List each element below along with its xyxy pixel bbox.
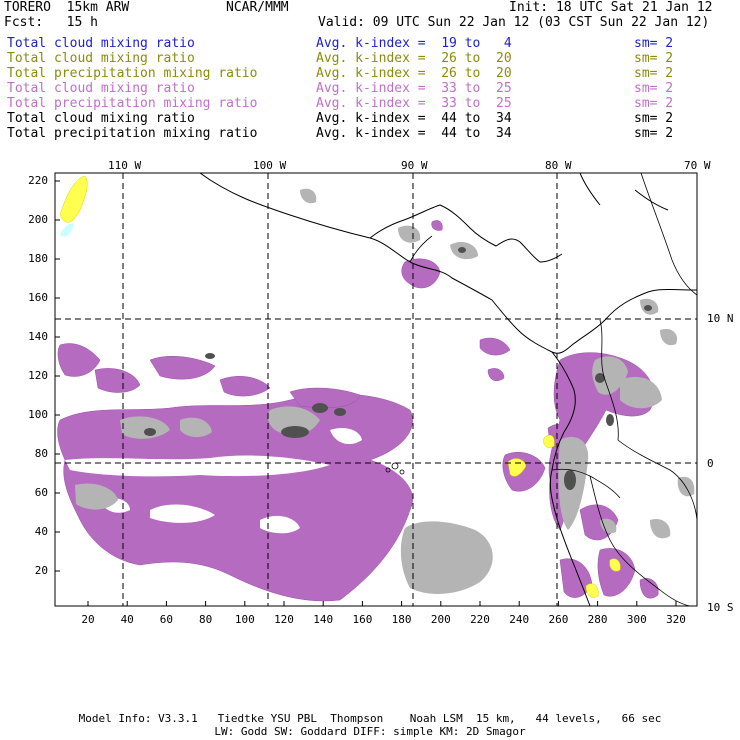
model-info-line1: Model Info: V3.3.1 Tiedtke YSU PBL Thomp… — [78, 712, 662, 725]
map-fields — [55, 173, 697, 606]
lon-label-70w: 70 W — [684, 159, 711, 172]
y-tick-label: 160 — [28, 291, 48, 304]
y-tick-label: 40 — [34, 525, 48, 538]
yellow-cloud-field — [59, 175, 621, 598]
legend-kindex: Avg. k-index = 26 to 20 — [316, 51, 512, 66]
legend-kindex: Avg. k-index = 26 to 20 — [316, 66, 512, 81]
legend-field: Total cloud mixing ratio — [7, 51, 195, 66]
y-tick-label: 180 — [28, 252, 48, 265]
x-tick-label: 80 — [198, 613, 213, 626]
x-tick-label: 60 — [159, 613, 174, 626]
axis-ticks — [55, 180, 677, 606]
x-tick-label: 160 — [352, 613, 373, 626]
legend-kindex: Avg. k-index = 44 to 34 — [316, 111, 512, 126]
x-tick-label: 280 — [587, 613, 608, 626]
legend-smoothing: sm= 2 — [634, 81, 674, 96]
country-borders — [409, 173, 697, 606]
legend-kindex: Avg. k-index = 44 to 34 — [316, 126, 512, 141]
legend-smoothing: sm= 2 — [634, 66, 674, 81]
dark-cloud-cores — [144, 247, 652, 490]
x-tick-label: 240 — [509, 613, 530, 626]
y-tick-label: 60 — [34, 486, 48, 499]
legend-kindex: Avg. k-index = 33 to 25 — [316, 96, 512, 111]
lat-label-0: 0 — [707, 457, 714, 470]
y-tick-label: 80 — [34, 447, 48, 460]
legend-field: Total precipitation mixing ratio — [7, 126, 258, 141]
legend-field: Total precipitation mixing ratio — [7, 96, 258, 111]
plot-frame — [54, 172, 698, 607]
lon-label-80w: 80 W — [545, 159, 572, 172]
center-label: NCAR/MMM — [226, 0, 289, 15]
legend-field: Total precipitation mixing ratio — [7, 66, 258, 81]
init-time: Init: 18 UTC Sat 21 Jan 12 — [509, 0, 713, 15]
y-tick-label: 120 — [28, 369, 48, 382]
legend-field: Total cloud mixing ratio — [7, 81, 195, 96]
x-tick-label: 100 — [234, 613, 255, 626]
legend-smoothing: sm= 2 — [634, 36, 674, 51]
legend-kindex: Avg. k-index = 33 to 25 — [316, 81, 512, 96]
x-tick-label: 220 — [470, 613, 490, 626]
legend-field: Total cloud mixing ratio — [7, 111, 195, 126]
purple-cloud-field — [57, 220, 659, 602]
x-tick-label: 120 — [274, 613, 294, 626]
lon-label-110w: 110 W — [108, 159, 142, 172]
lat-label-10s: 10 S — [707, 601, 734, 614]
legend-field: Total cloud mixing ratio — [7, 36, 195, 51]
y-tick-label: 100 — [28, 408, 48, 421]
legend-kindex: Avg. k-index = 19 to 4 — [316, 36, 512, 51]
x-tick-label: 40 — [120, 613, 134, 626]
legend-smoothing: sm= 2 — [634, 126, 674, 141]
legend-smoothing: sm= 2 — [634, 96, 674, 111]
lat-label-10n: 10 N — [707, 312, 734, 325]
y-tick-label: 140 — [28, 330, 48, 343]
x-tick-label: 140 — [313, 613, 334, 626]
x-tick-label: 260 — [548, 613, 569, 626]
lon-label-100w: 100 W — [253, 159, 287, 172]
y-tick-label: 20 — [34, 564, 48, 577]
legend-smoothing: sm= 2 — [634, 111, 674, 126]
x-tick-label: 200 — [430, 613, 451, 626]
legend-smoothing: sm= 2 — [634, 51, 674, 66]
latlon-grid — [55, 173, 697, 606]
x-tick-label: 300 — [626, 613, 647, 626]
model-title: TORERO 15km ARW — [4, 0, 130, 15]
x-tick-label: 320 — [666, 613, 686, 626]
cyan-cloud-field — [60, 223, 74, 237]
x-tick-label: 180 — [391, 613, 412, 626]
model-info-line2: LW: Godd SW: Goddard DIFF: simple KM: 2D… — [214, 725, 526, 738]
y-tick-label: 200 — [28, 213, 48, 226]
forecast-hour: Fcst: 15 h — [4, 15, 98, 30]
lon-label-90w: 90 W — [401, 159, 428, 172]
y-tick-label: 220 — [28, 174, 48, 187]
valid-time: Valid: 09 UTC Sun 22 Jan 12 (03 CST Sun … — [318, 15, 710, 30]
x-tick-label: 20 — [81, 613, 95, 626]
